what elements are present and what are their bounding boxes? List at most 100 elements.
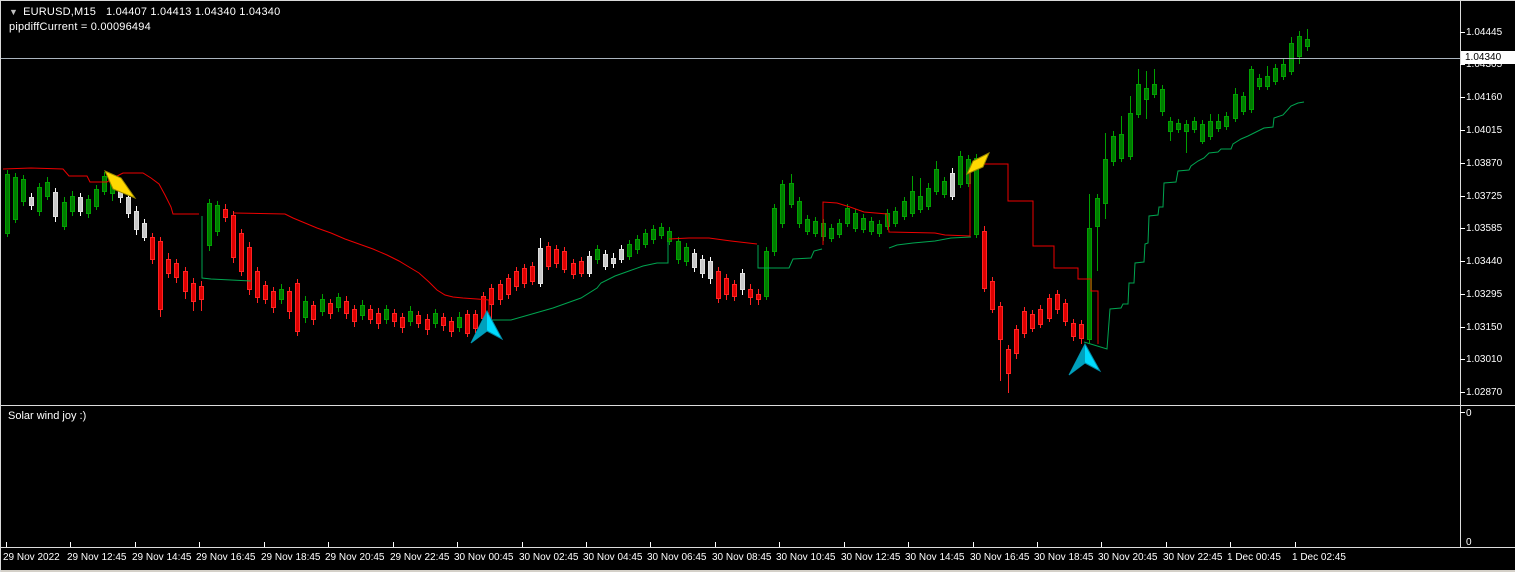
candle-body	[700, 259, 705, 274]
candle-body	[126, 197, 131, 214]
candle-body	[918, 196, 923, 210]
time-axis-label: 30 Nov 04:45	[583, 552, 643, 563]
candle-body	[829, 228, 834, 239]
candle-body	[506, 278, 511, 295]
price-axis-label: 1.04445	[1466, 27, 1503, 38]
symbol-timeframe-label: EURUSD,M15	[23, 6, 97, 18]
candle-body	[716, 271, 721, 299]
downtrend-line	[2, 167, 199, 215]
candle-body	[514, 271, 519, 287]
candle-body	[1168, 121, 1173, 132]
sell-signal-arrow-icon	[104, 170, 137, 200]
candle-body	[845, 208, 850, 224]
candle-body	[279, 289, 284, 300]
candle-body	[368, 309, 373, 320]
candle-body	[877, 224, 882, 234]
ohlc-values: 1.04407 1.04413 1.04340 1.04340	[106, 6, 281, 18]
subwindow-scale-max: 0	[1466, 408, 1472, 419]
candle-body	[1152, 84, 1157, 95]
candle-body	[5, 174, 10, 234]
candle-body	[255, 271, 260, 298]
candle-body	[53, 192, 58, 217]
subwindow-indicator-label: Solar wind joy :)	[8, 410, 87, 422]
candle-body	[611, 258, 616, 264]
candle-body	[732, 284, 737, 297]
candle-body	[1144, 88, 1149, 100]
candle-body	[926, 188, 931, 207]
candle-body	[748, 289, 753, 298]
candle-body	[587, 256, 592, 274]
candle-body	[934, 169, 939, 192]
candle-body	[1055, 294, 1060, 310]
candle-body	[263, 285, 268, 300]
candle-body	[134, 211, 139, 230]
candle-body	[416, 315, 421, 324]
candle-body	[942, 181, 947, 195]
time-axis-label: 1 Dec 00:45	[1227, 552, 1281, 563]
price-axis-label: 1.04015	[1466, 125, 1503, 136]
candle-body	[1022, 311, 1027, 334]
time-axis-label: 30 Nov 00:45	[454, 552, 514, 563]
candle-body	[1136, 84, 1141, 115]
candle-body	[1281, 64, 1286, 77]
candle-body	[651, 229, 656, 240]
sell-signal-arrow-icon	[965, 151, 990, 175]
candle-body	[29, 197, 34, 206]
candle-body	[441, 317, 446, 326]
candle-body	[215, 205, 220, 232]
symbol-dropdown-icon[interactable]: ▼	[9, 7, 19, 17]
candle-body	[902, 201, 907, 217]
time-axis-label: 30 Nov 10:45	[776, 552, 836, 563]
candle-body	[231, 215, 236, 258]
window-bottom-border	[1, 570, 1515, 572]
time-axis-label: 30 Nov 18:45	[1034, 552, 1094, 563]
candle-body	[1249, 69, 1254, 110]
buy-signal-arrow-shade	[1069, 344, 1085, 375]
candle-body	[1119, 134, 1124, 159]
uptrend-line	[489, 242, 669, 321]
candle-body	[627, 244, 632, 257]
candle-body	[635, 239, 640, 250]
time-axis-label: 30 Nov 08:45	[712, 552, 772, 563]
candle-body	[1233, 94, 1238, 119]
time-axis-label: 30 Nov 16:45	[970, 552, 1030, 563]
uptrend-line	[757, 245, 823, 269]
candle-body	[37, 187, 42, 212]
candle-body	[465, 314, 470, 334]
candle-body	[21, 179, 26, 202]
candle-body	[1047, 298, 1052, 319]
price-axis-label: 1.03150	[1466, 322, 1503, 333]
price-axis-label: 1.04305	[1466, 59, 1503, 70]
candle-body	[360, 305, 365, 316]
candle-body	[303, 301, 308, 318]
candle-body	[183, 271, 188, 292]
candle-body	[247, 247, 252, 290]
candle-body	[1071, 323, 1076, 337]
candle-body	[45, 182, 50, 197]
candle-body	[708, 261, 713, 279]
time-axis-label: 29 Nov 12:45	[67, 552, 127, 563]
candle-body	[1103, 159, 1108, 204]
candle-body	[780, 184, 785, 224]
candle-body	[546, 246, 551, 267]
candle-body	[1192, 121, 1197, 130]
candle-body	[408, 311, 413, 322]
candle-body	[344, 301, 349, 314]
price-axis-label: 1.02870	[1466, 387, 1503, 398]
candle-body	[813, 221, 818, 234]
candle-body	[13, 177, 18, 220]
candle-body	[805, 219, 810, 232]
candle-body	[1038, 309, 1043, 325]
candle-body	[392, 313, 397, 322]
candle-body	[1006, 349, 1011, 374]
price-axis-label: 1.03440	[1466, 256, 1503, 267]
candle-body	[489, 288, 494, 305]
candle-body	[320, 299, 325, 312]
candle-body	[950, 173, 955, 197]
candle-body	[166, 259, 171, 274]
candle-body	[457, 317, 462, 328]
candle-body	[102, 176, 107, 192]
candle-body	[336, 297, 341, 308]
